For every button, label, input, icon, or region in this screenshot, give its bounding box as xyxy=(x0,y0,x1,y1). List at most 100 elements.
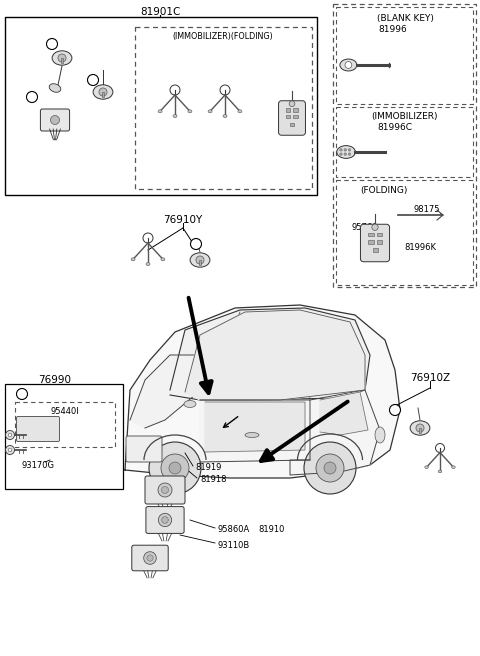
Ellipse shape xyxy=(190,253,210,267)
FancyBboxPatch shape xyxy=(126,436,162,462)
Ellipse shape xyxy=(50,115,60,125)
FancyBboxPatch shape xyxy=(278,101,305,135)
Ellipse shape xyxy=(184,401,196,407)
Bar xyxy=(368,233,373,236)
Circle shape xyxy=(324,462,336,474)
Text: 81996: 81996 xyxy=(379,26,408,35)
FancyBboxPatch shape xyxy=(132,545,168,571)
Ellipse shape xyxy=(238,110,242,113)
Text: 3: 3 xyxy=(91,77,95,83)
Circle shape xyxy=(16,388,27,400)
Bar xyxy=(336,7,473,104)
Ellipse shape xyxy=(99,88,107,96)
Circle shape xyxy=(304,442,356,494)
Ellipse shape xyxy=(161,258,165,261)
Circle shape xyxy=(316,454,344,482)
Ellipse shape xyxy=(146,262,150,266)
Bar xyxy=(286,115,290,118)
Circle shape xyxy=(47,39,58,49)
Text: 93170G: 93170G xyxy=(22,461,55,470)
Polygon shape xyxy=(320,392,368,435)
Text: 81996K: 81996K xyxy=(404,243,436,251)
Bar xyxy=(15,402,115,447)
Text: 76910Y: 76910Y xyxy=(163,215,203,225)
FancyBboxPatch shape xyxy=(40,109,70,131)
Text: 81901C: 81901C xyxy=(140,7,180,17)
Ellipse shape xyxy=(49,84,61,92)
Circle shape xyxy=(158,483,172,497)
Bar xyxy=(419,428,421,432)
FancyBboxPatch shape xyxy=(360,224,390,262)
Text: 2: 2 xyxy=(50,41,54,47)
Text: 98175: 98175 xyxy=(413,205,440,215)
Text: 3: 3 xyxy=(393,407,397,413)
Ellipse shape xyxy=(337,146,356,158)
Polygon shape xyxy=(205,402,305,452)
Text: 81919: 81919 xyxy=(195,464,221,472)
Text: 76910Z: 76910Z xyxy=(410,373,450,383)
Text: 95760: 95760 xyxy=(352,224,379,232)
Circle shape xyxy=(340,149,342,151)
FancyBboxPatch shape xyxy=(145,476,185,504)
FancyBboxPatch shape xyxy=(16,417,60,441)
Bar xyxy=(372,249,378,252)
Ellipse shape xyxy=(375,427,385,443)
Text: (BLANK KEY): (BLANK KEY) xyxy=(377,14,433,22)
Circle shape xyxy=(344,149,347,151)
Text: 81918: 81918 xyxy=(200,476,227,485)
Ellipse shape xyxy=(410,420,430,435)
Bar xyxy=(336,107,473,177)
Text: 81996C: 81996C xyxy=(377,123,412,133)
Ellipse shape xyxy=(188,110,192,113)
Circle shape xyxy=(161,454,189,482)
Circle shape xyxy=(191,239,202,249)
Circle shape xyxy=(345,62,352,68)
Circle shape xyxy=(389,405,400,415)
Bar xyxy=(293,115,298,118)
Polygon shape xyxy=(290,390,380,475)
Text: 81910: 81910 xyxy=(258,525,284,535)
Circle shape xyxy=(26,91,37,102)
Circle shape xyxy=(169,462,181,474)
FancyBboxPatch shape xyxy=(146,506,184,533)
Text: 1: 1 xyxy=(20,391,24,397)
Text: (IMMOBILIZER)(FOLDING): (IMMOBILIZER)(FOLDING) xyxy=(173,33,274,41)
Bar xyxy=(286,108,290,112)
Circle shape xyxy=(158,514,172,527)
Ellipse shape xyxy=(416,424,424,432)
Circle shape xyxy=(289,101,295,106)
Polygon shape xyxy=(185,310,365,400)
Bar xyxy=(135,27,312,189)
Bar xyxy=(368,240,373,243)
Ellipse shape xyxy=(425,466,428,468)
Bar xyxy=(377,233,382,236)
Bar xyxy=(60,58,63,62)
Bar xyxy=(199,260,201,264)
Circle shape xyxy=(348,153,351,155)
Text: 95440I: 95440I xyxy=(50,407,79,415)
Polygon shape xyxy=(130,355,195,428)
Circle shape xyxy=(5,430,14,440)
Polygon shape xyxy=(125,305,400,478)
Bar xyxy=(333,4,476,287)
Ellipse shape xyxy=(131,258,135,261)
Text: 1: 1 xyxy=(30,94,34,100)
Text: 76990: 76990 xyxy=(38,375,72,385)
Circle shape xyxy=(372,224,378,230)
Text: (IMMOBILIZER): (IMMOBILIZER) xyxy=(372,112,438,121)
Ellipse shape xyxy=(173,115,177,117)
Ellipse shape xyxy=(438,470,442,473)
Ellipse shape xyxy=(452,466,455,468)
Circle shape xyxy=(144,552,156,564)
Circle shape xyxy=(162,517,168,523)
Circle shape xyxy=(344,153,347,155)
Circle shape xyxy=(87,75,98,85)
Circle shape xyxy=(149,442,201,494)
Bar xyxy=(5,384,123,489)
Circle shape xyxy=(8,433,12,437)
Circle shape xyxy=(5,445,14,455)
Circle shape xyxy=(8,448,12,452)
Circle shape xyxy=(348,149,351,151)
Ellipse shape xyxy=(93,85,113,99)
Ellipse shape xyxy=(245,432,259,438)
